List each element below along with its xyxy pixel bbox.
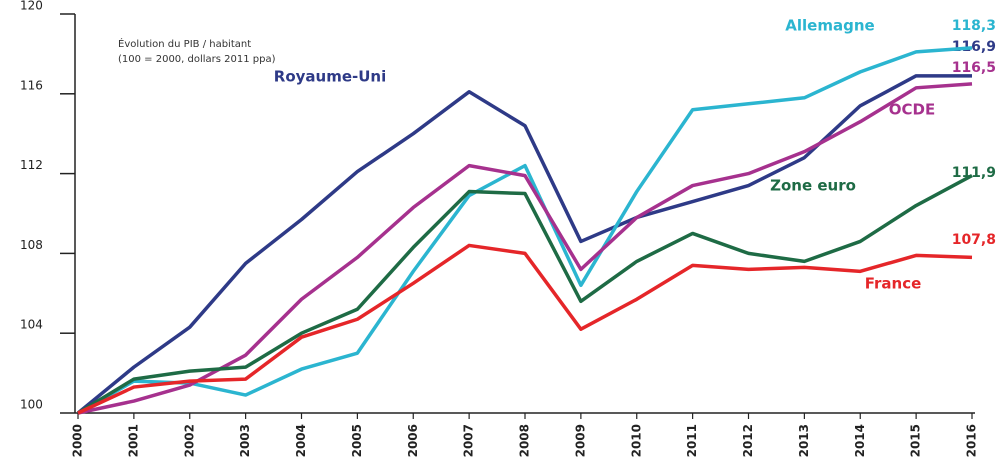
series-line: [77, 82, 973, 415]
x-tick-label: 2001: [126, 424, 140, 457]
x-tick-label: 2007: [462, 424, 476, 457]
series-label: France: [865, 275, 922, 293]
x-tick-label: 2012: [741, 424, 755, 457]
x-tick-label: 2003: [238, 424, 252, 457]
x-tick-label: 2015: [909, 424, 923, 457]
value-label: 116,9: [952, 39, 996, 55]
value-label: 118,3: [952, 18, 996, 34]
series-label: Zone euro: [770, 177, 856, 195]
series-label: OCDE: [889, 101, 935, 119]
series-line: [77, 174, 973, 415]
annotation: Évolution du PIB / habitant: [118, 37, 251, 50]
annotation: (100 = 2000, dollars 2011 ppa): [118, 54, 276, 65]
x-tick-label: 2011: [685, 424, 699, 457]
y-tick-label: 120: [20, 0, 43, 13]
y-tick-label: 100: [20, 398, 43, 412]
x-tick-label: 2006: [406, 424, 420, 457]
series-label: Allemagne: [785, 17, 874, 35]
x-tick-label: 2004: [294, 424, 308, 457]
value-label: 111,9: [952, 165, 996, 181]
x-tick-label: 2014: [853, 424, 867, 457]
value-label: 116,5: [952, 60, 996, 76]
series-line: [77, 243, 973, 415]
value-label: 107,8: [952, 232, 996, 248]
y-tick-label: 112: [20, 158, 43, 172]
x-tick-label: 2013: [797, 424, 811, 457]
series-line: [77, 46, 973, 415]
y-tick-label: 116: [20, 78, 43, 92]
x-tick-label: 2016: [965, 424, 979, 457]
x-tick-label: 2005: [350, 424, 364, 457]
x-tick-label: 2000: [71, 424, 85, 457]
x-tick-label: 2008: [518, 424, 532, 457]
y-tick-label: 108: [20, 238, 43, 252]
series-label: Royaume-Uni: [274, 68, 386, 86]
series-line: [76, 74, 972, 415]
x-tick-label: 2002: [182, 424, 196, 457]
y-tick-label: 104: [20, 318, 43, 332]
x-tick-label: 2010: [629, 424, 643, 457]
x-tick-label: 2009: [573, 424, 587, 457]
